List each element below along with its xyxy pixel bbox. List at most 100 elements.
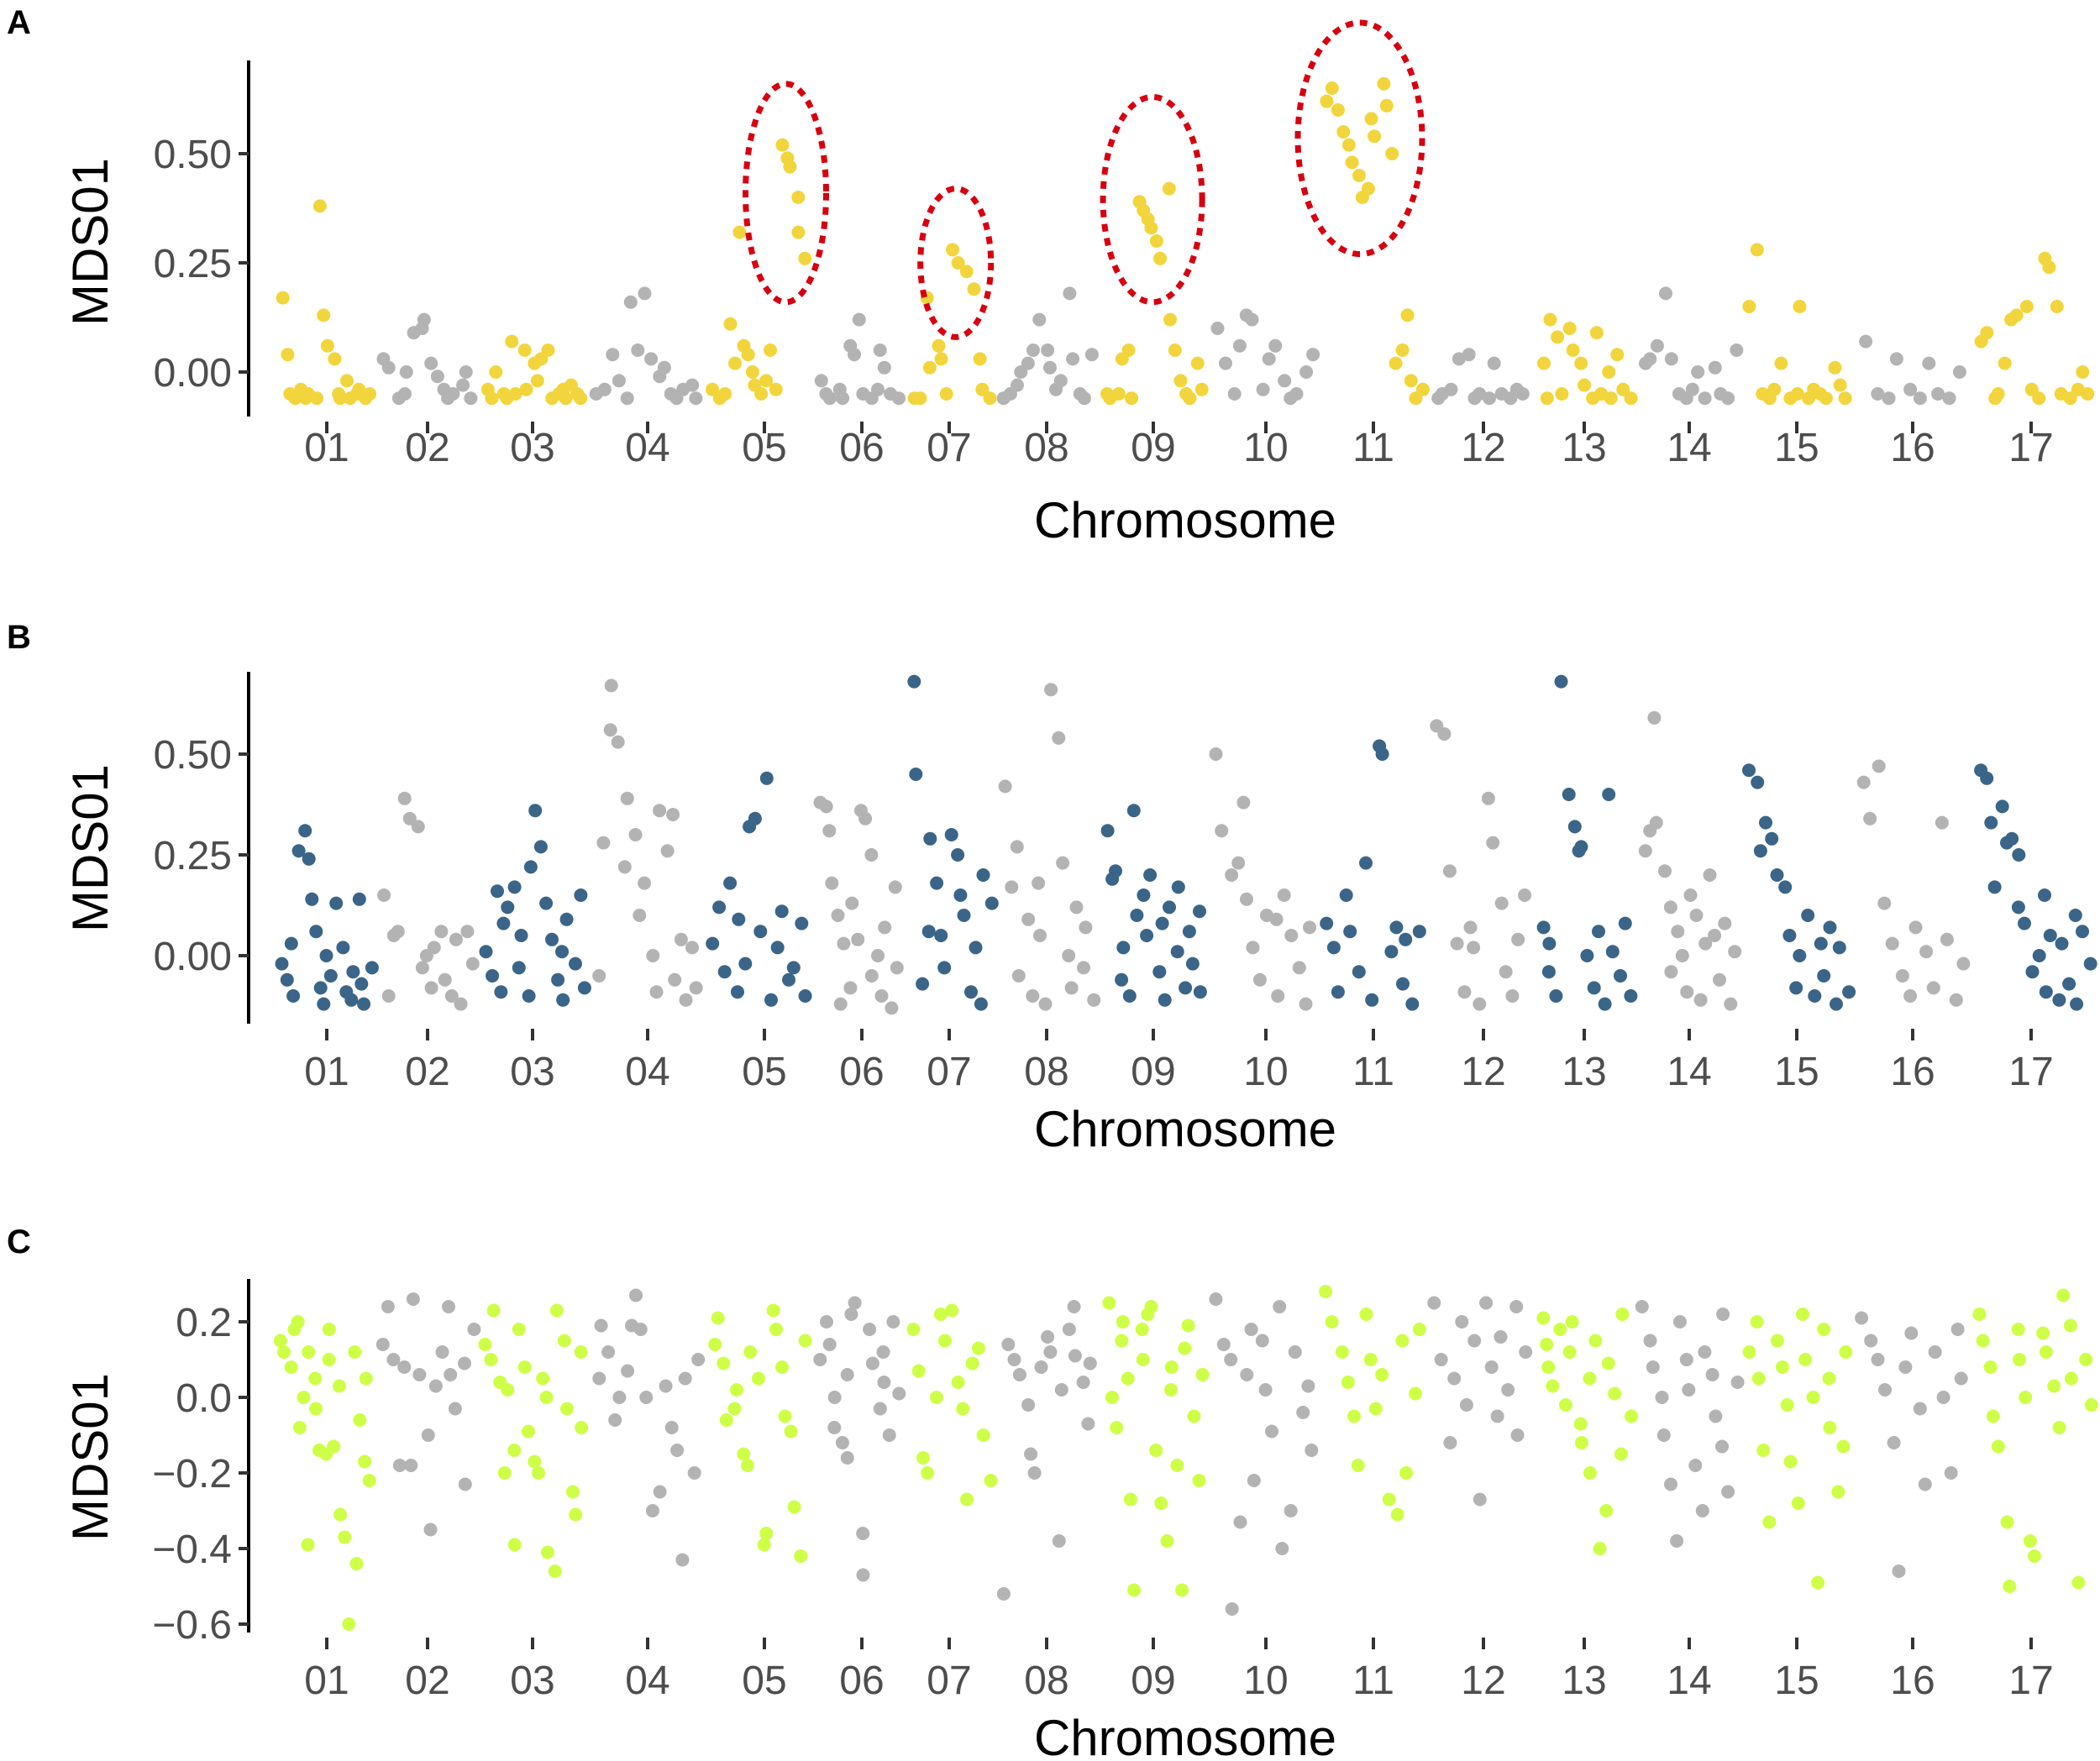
data-point	[1713, 972, 1726, 987]
data-point	[322, 1323, 336, 1336]
x-axis-title: Chromosome	[1034, 1710, 1336, 1761]
data-point	[1750, 243, 1764, 257]
data-point	[741, 348, 755, 362]
data-point	[1455, 1315, 1469, 1329]
data-point	[689, 391, 703, 406]
data-point	[845, 896, 859, 910]
data-point	[312, 199, 327, 213]
data-point	[1587, 981, 1601, 995]
data-point	[612, 374, 626, 388]
data-point	[674, 932, 688, 946]
data-point	[491, 884, 504, 899]
data-point	[885, 1001, 899, 1015]
data-point	[2009, 308, 2024, 322]
data-point	[2083, 956, 2097, 971]
x-tick-label: 08	[1024, 1659, 1068, 1703]
data-point	[644, 352, 659, 366]
x-tick-label: 11	[1352, 1050, 1394, 1094]
data-point	[631, 343, 645, 357]
outlier-highlight-ellipse	[743, 81, 829, 306]
data-point	[1770, 1334, 1784, 1348]
data-point	[825, 876, 839, 890]
data-point	[2038, 888, 2051, 902]
data-point	[2050, 300, 2064, 313]
data-point	[837, 936, 851, 951]
data-point	[308, 1371, 323, 1386]
data-point	[320, 338, 334, 353]
data-point	[769, 382, 783, 396]
x-tick-label: 14	[1667, 1050, 1711, 1094]
data-point	[1183, 391, 1197, 406]
data-point	[1698, 936, 1713, 951]
data-point	[391, 925, 405, 939]
data-point	[1041, 1330, 1055, 1344]
data-point	[1306, 348, 1320, 362]
data-point	[2032, 949, 2046, 962]
data-point	[1443, 1436, 1457, 1449]
x-tick-label: 08	[1024, 426, 1068, 470]
data-point	[1102, 1296, 1116, 1310]
data-point	[1195, 1368, 1210, 1381]
data-point	[1284, 929, 1299, 942]
data-point	[319, 949, 333, 962]
data-point	[1793, 949, 1807, 962]
data-point	[1836, 1439, 1851, 1454]
data-point	[1100, 824, 1115, 838]
data-point	[317, 308, 331, 322]
data-point	[1889, 352, 1903, 366]
data-point	[657, 360, 671, 375]
data-point	[1185, 956, 1200, 971]
data-point	[1296, 1406, 1310, 1419]
data-point	[1412, 1323, 1426, 1336]
data-point	[512, 1323, 526, 1336]
data-point	[301, 1538, 315, 1552]
data-point	[2005, 831, 2019, 846]
data-point	[934, 929, 948, 942]
data-point	[1155, 916, 1169, 930]
data-point	[1691, 365, 1705, 379]
data-point	[1832, 941, 1846, 955]
data-point	[1163, 900, 1176, 915]
data-point	[1284, 1504, 1298, 1517]
data-point	[1926, 981, 1940, 995]
x-tick-label: 13	[1562, 426, 1606, 470]
data-point	[638, 286, 652, 301]
data-point	[406, 1292, 420, 1306]
data-point	[359, 1371, 373, 1386]
data-point	[545, 932, 559, 946]
data-point	[517, 343, 532, 357]
data-point	[434, 925, 449, 939]
data-point	[1375, 747, 1389, 761]
data-point	[333, 391, 347, 406]
data-point	[557, 1334, 571, 1348]
data-point	[1001, 1338, 1016, 1351]
data-point	[1863, 811, 1877, 825]
data-point	[1574, 840, 1588, 854]
data-point	[1487, 356, 1501, 370]
data-point	[1170, 945, 1184, 959]
data-point	[2070, 997, 2084, 1011]
y-tick-label: 0.00	[154, 935, 232, 979]
data-point	[1490, 1409, 1504, 1423]
data-point	[659, 1379, 673, 1393]
data-point	[951, 848, 965, 862]
data-point	[653, 1485, 667, 1499]
data-point	[1084, 348, 1099, 362]
data-point	[1077, 961, 1090, 975]
data-point	[458, 1356, 471, 1371]
data-point	[1359, 1308, 1373, 1321]
data-point	[1828, 360, 1842, 375]
data-point	[1233, 1515, 1247, 1529]
data-point	[2052, 1421, 2066, 1434]
data-point	[953, 888, 968, 902]
data-point	[2064, 1371, 2078, 1386]
data-point	[1379, 98, 1394, 113]
data-point	[1980, 326, 1994, 340]
data-point	[1774, 356, 1788, 370]
data-point	[2063, 1318, 2077, 1333]
data-point	[1377, 76, 1391, 91]
data-point	[1187, 1409, 1201, 1423]
data-point	[1365, 993, 1379, 1007]
data-point	[1486, 836, 1500, 850]
data-point	[1614, 1447, 1628, 1461]
